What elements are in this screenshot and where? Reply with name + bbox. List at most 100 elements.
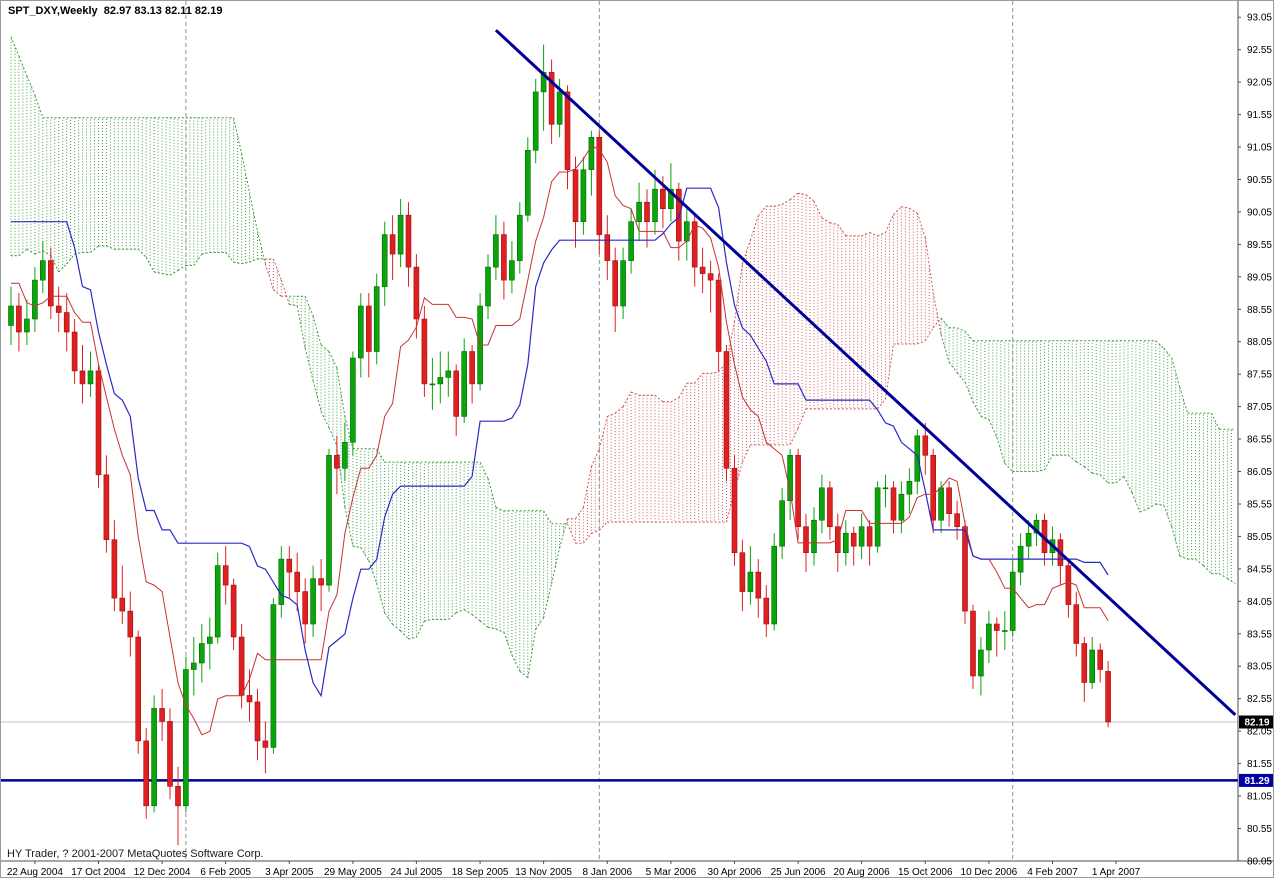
senkou-span-a-segment	[304, 348, 314, 381]
y-axis-label: 80.55	[1247, 824, 1272, 835]
senkou-span-a-segment	[1131, 492, 1141, 513]
y-axis-label: 91.05	[1247, 143, 1272, 154]
candle-body-up	[524, 150, 531, 216]
candle-body-up	[1009, 571, 1016, 631]
senkou-span-a-segment	[312, 380, 322, 412]
senkou-span-a-segment	[360, 547, 370, 562]
senkou-span-a-segment	[320, 411, 330, 428]
candle-body-down	[47, 260, 54, 307]
senkou-span-a-segment	[289, 303, 298, 307]
senkou-span-a-segment	[885, 214, 894, 233]
senkou-span-b-segment	[567, 523, 576, 544]
senkou-span-a-segment	[1115, 476, 1125, 484]
candle-body-up	[914, 435, 921, 482]
x-axis-label: 15 Oct 2006	[898, 867, 953, 878]
candle-body-down	[850, 532, 857, 547]
candle-body-down	[1073, 604, 1080, 644]
senkou-span-a-segment	[798, 192, 807, 196]
senkou-span-b-segment	[789, 428, 799, 446]
candle-body-down	[596, 137, 603, 235]
candles-layer	[8, 44, 1111, 846]
senkou-span-a-segment	[582, 466, 592, 508]
senkou-span-b-segment	[885, 343, 894, 400]
candle-body-down	[16, 305, 22, 333]
senkou-span-a-segment	[471, 614, 481, 622]
senkou-span-b-segment	[487, 478, 497, 508]
senkou-span-a-segment	[400, 630, 409, 640]
y-axis-label: 84.05	[1247, 597, 1272, 608]
senkou-span-a-segment	[1139, 508, 1149, 513]
candle-body-down	[111, 539, 118, 599]
y-axis-label: 88.55	[1247, 305, 1272, 316]
senkou-span-a-segment	[519, 670, 529, 679]
senkou-span-b-segment	[376, 448, 386, 463]
senkou-span-b-segment	[956, 327, 966, 332]
y-axis-label: 83.05	[1247, 662, 1272, 673]
senkou-span-b-segment	[495, 507, 505, 512]
candle-body-up	[588, 137, 595, 171]
senkou-span-a-segment	[749, 215, 759, 241]
candle-body-up	[278, 558, 285, 605]
senkou-span-a-segment	[463, 609, 473, 615]
candle-body-up	[620, 260, 626, 307]
senkou-span-b-segment	[1155, 340, 1165, 349]
candle-body-down	[1097, 649, 1103, 670]
senkou-span-a-segment	[622, 391, 632, 407]
y-axis-label: 86.05	[1247, 467, 1272, 478]
candle-body-down	[930, 454, 937, 521]
senkou-span-a-segment	[137, 248, 147, 258]
candle-body-down	[167, 721, 173, 787]
candle-body-up	[87, 370, 94, 385]
candle-body-down	[970, 610, 976, 677]
senkou-span-a-segment	[1083, 466, 1093, 474]
senkou-span-a-segment	[201, 252, 210, 255]
senkou-span-a-segment	[932, 292, 942, 335]
senkou-span-a-segment	[424, 619, 433, 622]
senkou-span-a-segment	[630, 391, 640, 396]
y-axis-label: 89.55	[1247, 240, 1272, 251]
y-axis-label: 85.05	[1247, 532, 1272, 543]
x-axis-label: 6 Feb 2005	[200, 867, 251, 878]
senkou-span-a-segment	[988, 419, 998, 438]
senkou-span-b-segment	[18, 56, 28, 76]
x-axis-label: 3 Apr 2005	[265, 867, 314, 878]
candle-body-up	[938, 487, 944, 521]
candle-body-up	[779, 500, 785, 547]
candle-body-down	[63, 312, 70, 333]
x-axis-label: 5 Mar 2006	[646, 867, 697, 878]
candle-body-up	[24, 318, 30, 333]
senkou-span-a-segment	[408, 636, 417, 640]
candle-body-up	[39, 260, 46, 281]
x-axis-label: 8 Jan 2006	[583, 867, 633, 878]
senkou-span-a-segment	[789, 192, 799, 200]
candle-body-up	[485, 266, 491, 307]
candle-body-up	[882, 487, 889, 490]
candle-body-down	[827, 487, 833, 527]
candle-body-down	[103, 474, 110, 540]
senkou-span-b-segment	[273, 289, 282, 297]
y-axis-label: 90.05	[1247, 207, 1272, 218]
senkou-span-b-segment	[264, 263, 274, 290]
y-axis-label: 81.05	[1247, 792, 1272, 803]
senkou-span-a-segment	[328, 427, 338, 446]
senkou-span-b-segment	[336, 367, 346, 417]
chart-title: SPT_DXY,Weekly 82.97 83.13 82.11 82.19	[8, 5, 223, 17]
candle-body-down	[962, 526, 968, 612]
senkou-span-a-segment	[1195, 558, 1204, 566]
senkou-span-b-segment	[10, 36, 20, 57]
candle-body-down	[365, 305, 372, 352]
ichimoku-cloud	[10, 36, 1236, 679]
senkou-span-a-segment	[479, 620, 489, 628]
senkou-span-a-segment	[58, 263, 68, 273]
candle-body-up	[326, 454, 332, 586]
senkou-span-b-segment	[304, 296, 314, 316]
candle-body-up	[191, 662, 197, 670]
support-level-tag-label: 81.29	[1244, 776, 1269, 787]
candle-body-up	[516, 214, 523, 261]
price-level-lines	[1, 721, 1238, 782]
senkou-span-a-segment	[1076, 461, 1085, 468]
candle-body-down	[890, 487, 897, 521]
candle-body-down	[699, 266, 706, 274]
y-axis-label: 92.55	[1247, 45, 1272, 56]
